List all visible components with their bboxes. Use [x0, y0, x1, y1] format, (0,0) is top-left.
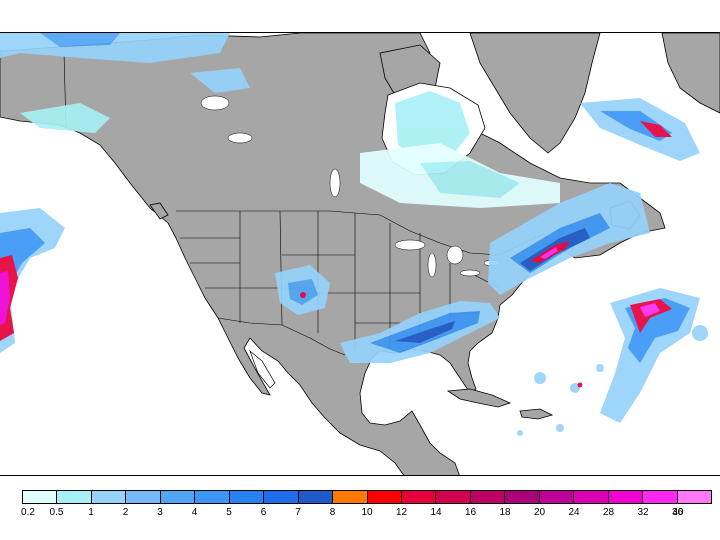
legend-tick-label: 5 [226, 507, 232, 518]
legend-swatch [401, 491, 437, 503]
legend-swatch [195, 491, 230, 503]
legend-swatch [333, 491, 368, 503]
lakes [200, 95, 501, 278]
legend-swatch [677, 491, 712, 503]
legend-swatch [298, 491, 334, 503]
legend-swatch [539, 491, 575, 503]
lake-huron [446, 245, 464, 265]
legend-tick-label: 28 [602, 507, 615, 518]
legend-tick-label: 4 [191, 507, 198, 518]
legend-swatch [574, 491, 609, 503]
legend-tick-label: 36 [671, 507, 684, 518]
great-slave-lake [227, 132, 253, 144]
legend-swatch [126, 491, 161, 503]
legend-swatch [643, 491, 678, 503]
lake-erie [459, 269, 481, 277]
legend-tick-label: 18 [499, 507, 511, 518]
hispaniola [519, 408, 554, 420]
legend-swatch [91, 491, 127, 503]
legend-tick-label: 0.5 [49, 507, 64, 518]
iceland-region [661, 33, 720, 114]
legend-tick-label: 8 [329, 507, 336, 518]
legend-tick-label: 12 [395, 507, 408, 518]
legend-tick-label: 3 [157, 507, 163, 518]
color-legend [22, 490, 712, 504]
cuba [446, 388, 512, 408]
lake-michigan [427, 252, 437, 278]
legend-swatch [608, 491, 644, 503]
lake-winnipeg [329, 168, 341, 198]
legend-swatch [57, 491, 92, 503]
precipitation-overlay [0, 33, 708, 436]
legend-swatch [436, 491, 471, 503]
map-panel [0, 32, 720, 476]
legend-tick-label: 0.2 [21, 507, 35, 518]
legend-swatch [23, 491, 58, 503]
legend-swatch [367, 491, 402, 503]
legend-tick-label: 40 [672, 507, 684, 518]
legend-tick-label: 14 [430, 507, 442, 518]
legend-swatch [160, 491, 196, 503]
precipitation-map [0, 33, 720, 475]
us-mexico-border [217, 317, 346, 356]
legend-tick-label: 10 [361, 507, 373, 518]
legend-swatch [229, 491, 265, 503]
greenland-landmass [469, 33, 601, 154]
gulf-of-california [249, 349, 276, 389]
great-bear-lake [200, 95, 230, 111]
legend-tick-label: 2 [122, 507, 129, 518]
precip-hudson-bay [395, 91, 470, 161]
legend-swatch [264, 491, 299, 503]
legend-tick-label: 7 [295, 507, 301, 518]
legend-tick-label: 24 [568, 507, 580, 518]
legend-tick-label: 6 [260, 507, 267, 518]
legend-swatch [505, 491, 540, 503]
legend-labels: 0.2 0.5 1 2 3 4 5 6 7 8 10 12 14 16 18 20 24 28 32 36 40 [21, 507, 712, 521]
legend-tick-label: 20 [533, 507, 546, 518]
legend-tick-label: 32 [637, 507, 649, 518]
legend-swatch [470, 491, 506, 503]
legend-tick-label: 1 [88, 507, 94, 518]
north-america-landmass [0, 33, 666, 475]
lake-superior [394, 239, 426, 251]
land-masses [0, 33, 720, 475]
legend-tick-label: 16 [464, 507, 477, 518]
vancouver-island [149, 202, 169, 220]
